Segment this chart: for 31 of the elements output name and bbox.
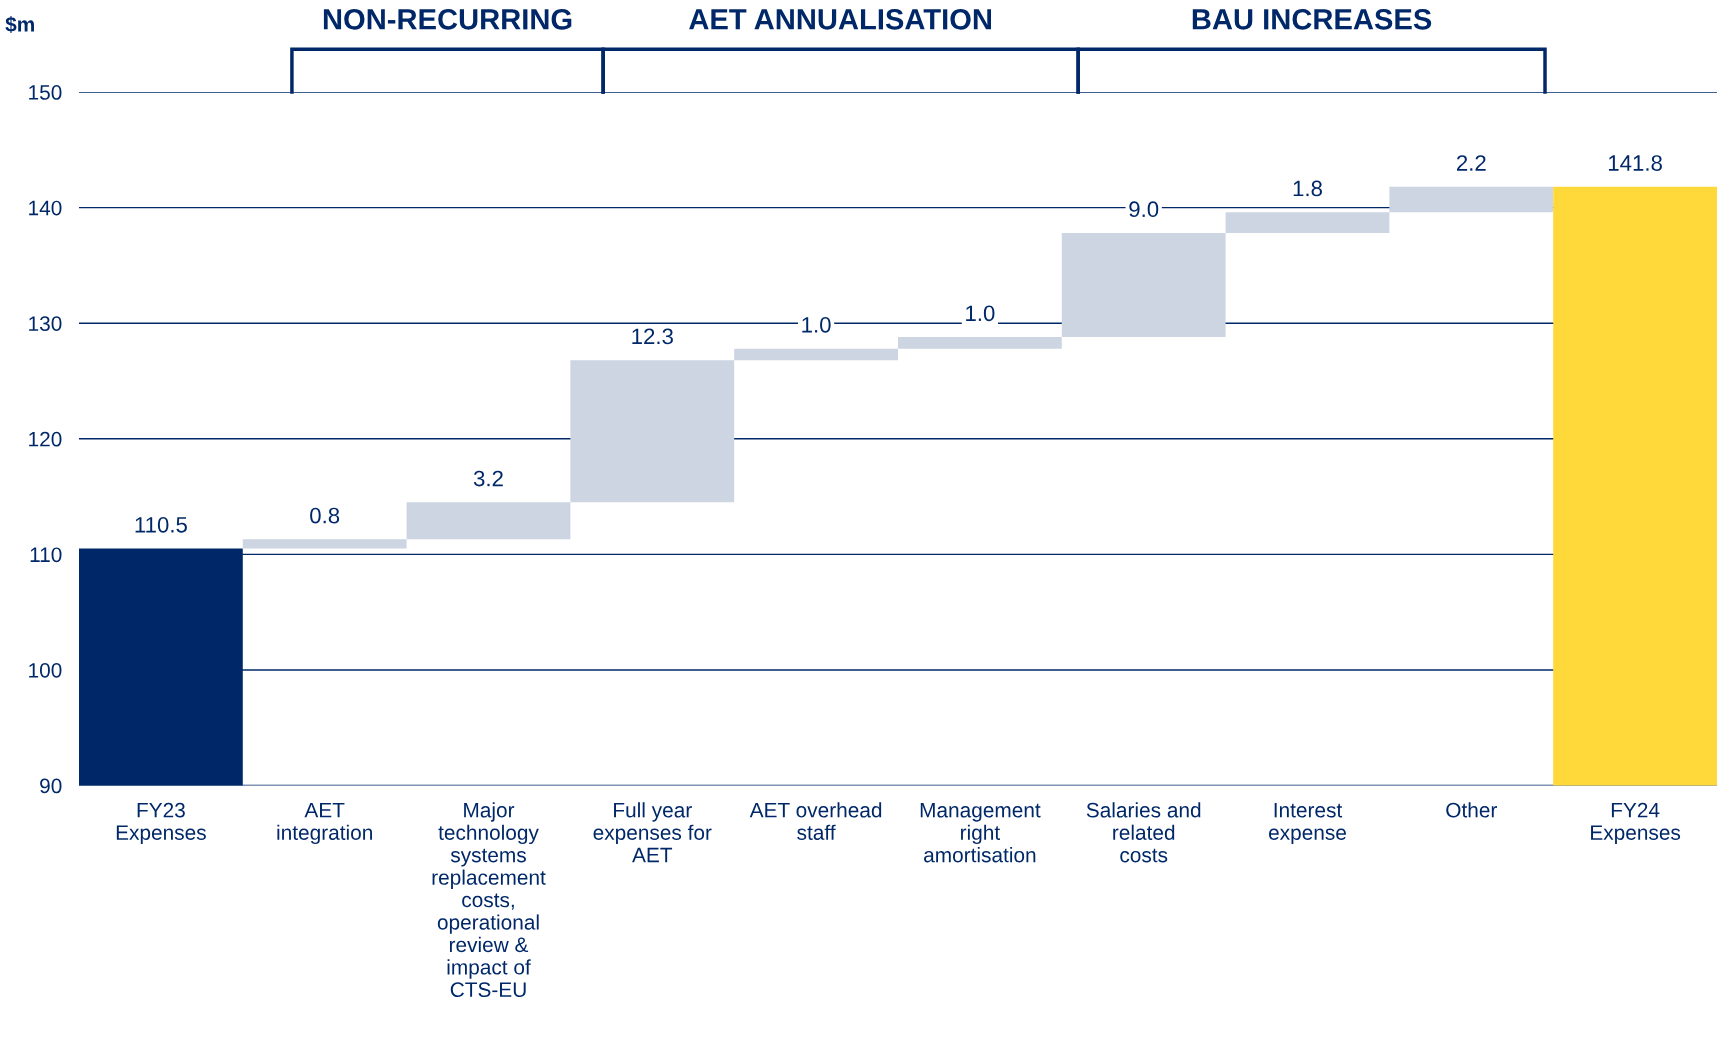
y-tick-label: 90: [40, 778, 62, 794]
x-tick-label: AET integration: [277, 802, 372, 845]
y-tick-label: 110: [30, 547, 62, 563]
data-label: 9.0: [1129, 201, 1159, 218]
y-tick-label: 150: [29, 85, 62, 100]
data-label: 1.0: [966, 305, 995, 322]
category-label: Major technology systems replacement costs, operational review & impact of CTS-EU: [432, 802, 546, 998]
text: BAU INCREASES: [1192, 8, 1432, 30]
data-label: 1.8: [1293, 180, 1322, 197]
data-label: 2.2: [1456, 155, 1486, 171]
x-tick-label: FY24 Expenses: [1591, 802, 1681, 845]
x-tick-label: Salaries and related costs: [1086, 802, 1201, 863]
x-tick-label: FY23 Expenses: [116, 802, 206, 845]
data-label: 141.8: [1608, 155, 1662, 171]
y-tick-label: 100: [29, 662, 62, 678]
y-tick-label: 130: [29, 316, 62, 331]
y-tick-label: 120: [29, 431, 62, 447]
y-axis-title: $m: [5, 16, 34, 34]
data-label: 110.5: [135, 516, 187, 533]
data-label: 1.0: [802, 316, 831, 333]
data-label: 12.3: [632, 328, 673, 345]
text: AET ANNUALISATION: [689, 8, 991, 30]
text: NON-RECURRING: [323, 8, 572, 30]
data-label: 0.8: [310, 507, 340, 524]
data-label: 3.2: [473, 470, 503, 487]
x-tick-label: Full year expenses for AET: [593, 802, 712, 863]
x-tick-label: Management right amortisation: [920, 802, 1041, 863]
x-tick-label: AET overhead staff: [749, 802, 882, 840]
x-tick-label: Other: [1446, 802, 1498, 818]
y-tick-label: 140: [29, 200, 62, 216]
x-tick-label: Interest expense: [1269, 802, 1346, 845]
